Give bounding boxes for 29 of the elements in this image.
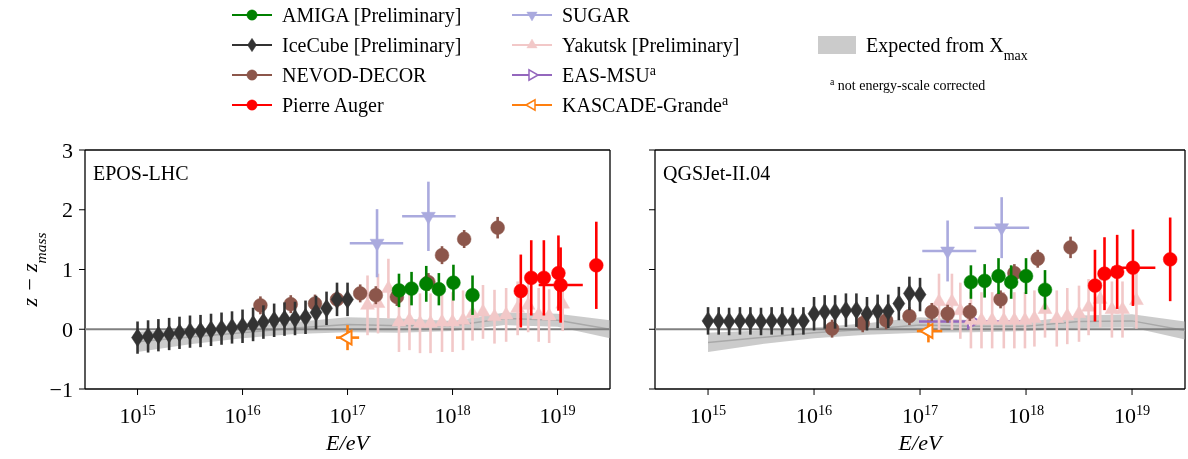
y-tick-label: −1: [49, 376, 73, 402]
legend-label: Pierre Auger: [282, 94, 384, 117]
x-tick-label: 10$^{16}$: [795, 402, 833, 428]
x-tick-label: 10$^{17}$: [901, 402, 939, 428]
legend-label: KASCADE-Grande$^{a}$: [562, 92, 729, 116]
text: $^{a}$ not energy-scale corrected: [830, 75, 986, 93]
text: QGSJet-II.04: [663, 162, 771, 184]
x-tick-label: 10$^{17}$: [329, 402, 366, 428]
legend-label: SUGAR: [562, 4, 631, 26]
x-axis-title: E/eV: [897, 430, 944, 455]
legend-label: IceCube [Preliminary]: [282, 34, 462, 57]
y-tick-label: 0: [62, 316, 73, 342]
x-tick-label: 10$^{15}$: [119, 402, 156, 428]
legend-label: NEVOD-DECOR: [282, 64, 428, 86]
y-tick-label: 2: [62, 197, 73, 223]
legend-label: AMIGA [Preliminary]: [282, 4, 462, 27]
y-tick-label: 1: [62, 257, 73, 283]
legend-label: Expected from X$_{max}$: [866, 34, 1028, 63]
legend-label: Yakutsk [Preliminary]: [562, 34, 740, 57]
x-tick-label: 10$^{18}$: [1007, 402, 1045, 428]
x-tick-label: 10$^{18}$: [434, 402, 471, 428]
x-axis-title: E/eV: [325, 430, 372, 455]
x-tick-label: 10$^{19}$: [1113, 402, 1151, 428]
x-tick-label: 10$^{15}$: [689, 402, 727, 428]
x-tick-label: 10$^{16}$: [224, 402, 261, 428]
legend-label: EAS-MSU$^{a}$: [562, 62, 657, 86]
text: EPOS-LHC: [93, 162, 189, 184]
y-tick-label: 3: [62, 137, 73, 163]
x-tick-label: 10$^{19}$: [539, 402, 576, 428]
